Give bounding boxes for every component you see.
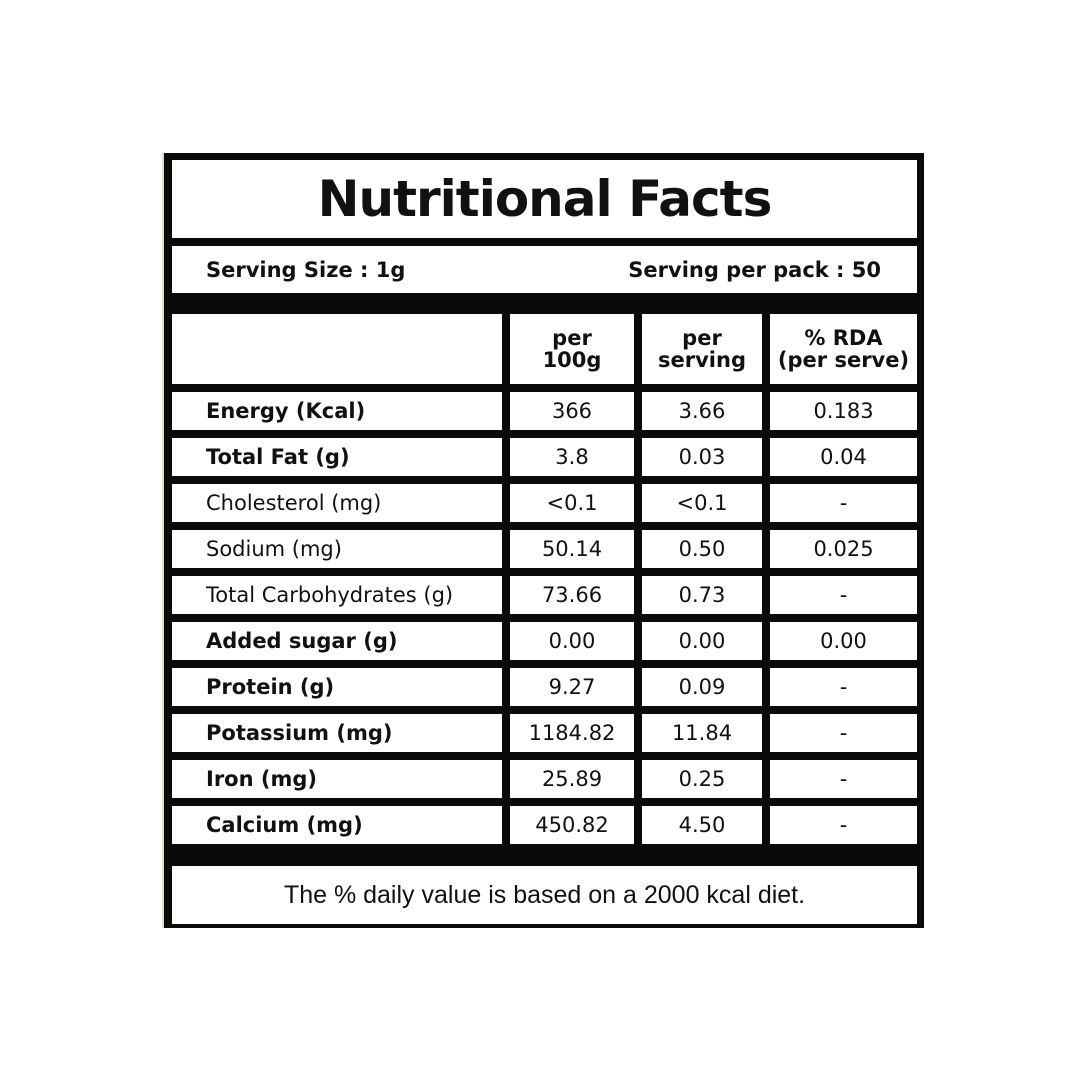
- value-per-100g: 450.82: [510, 806, 634, 844]
- serving-size: Serving Size : 1g: [206, 257, 406, 282]
- value-rda: -: [770, 484, 917, 522]
- nutrient-name: Cholesterol (mg): [172, 484, 502, 522]
- footer-note: The % daily value is based on a 2000 kca…: [172, 866, 917, 924]
- value-per-serving: 4.50: [642, 806, 762, 844]
- value-per-100g: 3.8: [510, 438, 634, 476]
- value-rda: 0.04: [770, 438, 917, 476]
- nutrient-name: Calcium (mg): [172, 806, 502, 844]
- header-nutrient: [172, 314, 502, 384]
- nutrient-name: Iron (mg): [172, 760, 502, 798]
- value-per-serving: 0.00: [642, 622, 762, 660]
- value-rda: -: [770, 760, 917, 798]
- value-per-100g: 366: [510, 392, 634, 430]
- value-per-serving: <0.1: [642, 484, 762, 522]
- nutrient-name: Added sugar (g): [172, 622, 502, 660]
- value-rda: -: [770, 576, 917, 614]
- value-per-serving: 0.25: [642, 760, 762, 798]
- header-per-100g: per 100g: [510, 314, 634, 384]
- label-title: Nutritional Facts: [172, 160, 917, 238]
- header-line: per: [682, 325, 722, 350]
- header-line: % RDA: [804, 325, 883, 350]
- value-per-100g: 9.27: [510, 668, 634, 706]
- value-per-serving: 11.84: [642, 714, 762, 752]
- nutrient-name: Protein (g): [172, 668, 502, 706]
- nutrient-name: Energy (Kcal): [172, 392, 502, 430]
- value-per-serving: 0.09: [642, 668, 762, 706]
- nutrient-name: Total Carbohydrates (g): [172, 576, 502, 614]
- value-per-100g: 73.66: [510, 576, 634, 614]
- header-line: per: [552, 325, 592, 350]
- value-per-100g: 1184.82: [510, 714, 634, 752]
- value-per-100g: 50.14: [510, 530, 634, 568]
- value-per-serving: 0.03: [642, 438, 762, 476]
- value-per-100g: <0.1: [510, 484, 634, 522]
- nutrition-table: per 100g per serving % RDA (per serve) Ener…: [172, 314, 917, 844]
- header-rda: % RDA (per serve): [770, 314, 917, 384]
- header-per-serving: per serving: [642, 314, 762, 384]
- nutrient-name: Sodium (mg): [172, 530, 502, 568]
- value-rda: 0.025: [770, 530, 917, 568]
- value-rda: -: [770, 668, 917, 706]
- value-rda: -: [770, 806, 917, 844]
- value-per-serving: 0.73: [642, 576, 762, 614]
- value-rda: -: [770, 714, 917, 752]
- serving-info: Serving Size : 1g Serving per pack : 50: [172, 246, 917, 293]
- header-line: serving: [658, 348, 746, 372]
- value-rda: 0.00: [770, 622, 917, 660]
- nutrition-label: Nutritional Facts Serving Size : 1g Serv…: [162, 153, 924, 928]
- serving-per-pack: Serving per pack : 50: [628, 257, 881, 282]
- value-per-100g: 0.00: [510, 622, 634, 660]
- header-line: 100g: [542, 348, 602, 372]
- value-per-serving: 3.66: [642, 392, 762, 430]
- nutrient-name: Total Fat (g): [172, 438, 502, 476]
- value-per-serving: 0.50: [642, 530, 762, 568]
- value-rda: 0.183: [770, 392, 917, 430]
- header-line: (per serve): [777, 348, 910, 372]
- nutrient-name: Potassium (mg): [172, 714, 502, 752]
- value-per-100g: 25.89: [510, 760, 634, 798]
